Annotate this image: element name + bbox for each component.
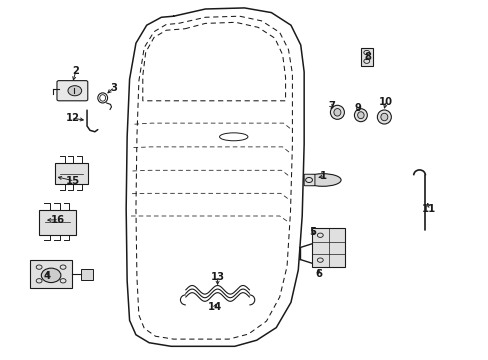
Text: 9: 9 [354, 103, 361, 113]
FancyBboxPatch shape [311, 228, 345, 267]
Ellipse shape [354, 109, 366, 122]
Text: 10: 10 [379, 96, 392, 107]
FancyBboxPatch shape [81, 269, 93, 280]
Text: 14: 14 [207, 302, 222, 312]
Text: 1: 1 [320, 171, 326, 181]
FancyBboxPatch shape [55, 163, 88, 184]
FancyBboxPatch shape [39, 210, 76, 235]
FancyBboxPatch shape [57, 81, 87, 101]
Text: 8: 8 [364, 52, 370, 62]
Text: 12: 12 [65, 113, 79, 123]
Ellipse shape [357, 112, 364, 119]
Text: 4: 4 [43, 271, 50, 282]
FancyBboxPatch shape [30, 260, 72, 288]
Text: 6: 6 [315, 269, 322, 279]
Text: 2: 2 [72, 66, 79, 76]
FancyBboxPatch shape [304, 174, 314, 186]
Text: 7: 7 [327, 101, 334, 111]
Ellipse shape [304, 174, 340, 186]
Circle shape [68, 86, 81, 96]
Ellipse shape [377, 110, 390, 124]
Text: 5: 5 [309, 227, 316, 237]
Circle shape [41, 268, 61, 283]
Text: 16: 16 [51, 215, 64, 225]
FancyBboxPatch shape [360, 48, 372, 66]
Text: 15: 15 [66, 176, 80, 186]
Text: 13: 13 [210, 272, 224, 282]
Ellipse shape [333, 109, 340, 116]
Ellipse shape [380, 113, 387, 121]
Text: 3: 3 [110, 83, 117, 93]
Text: 11: 11 [421, 204, 436, 214]
Ellipse shape [330, 105, 344, 120]
